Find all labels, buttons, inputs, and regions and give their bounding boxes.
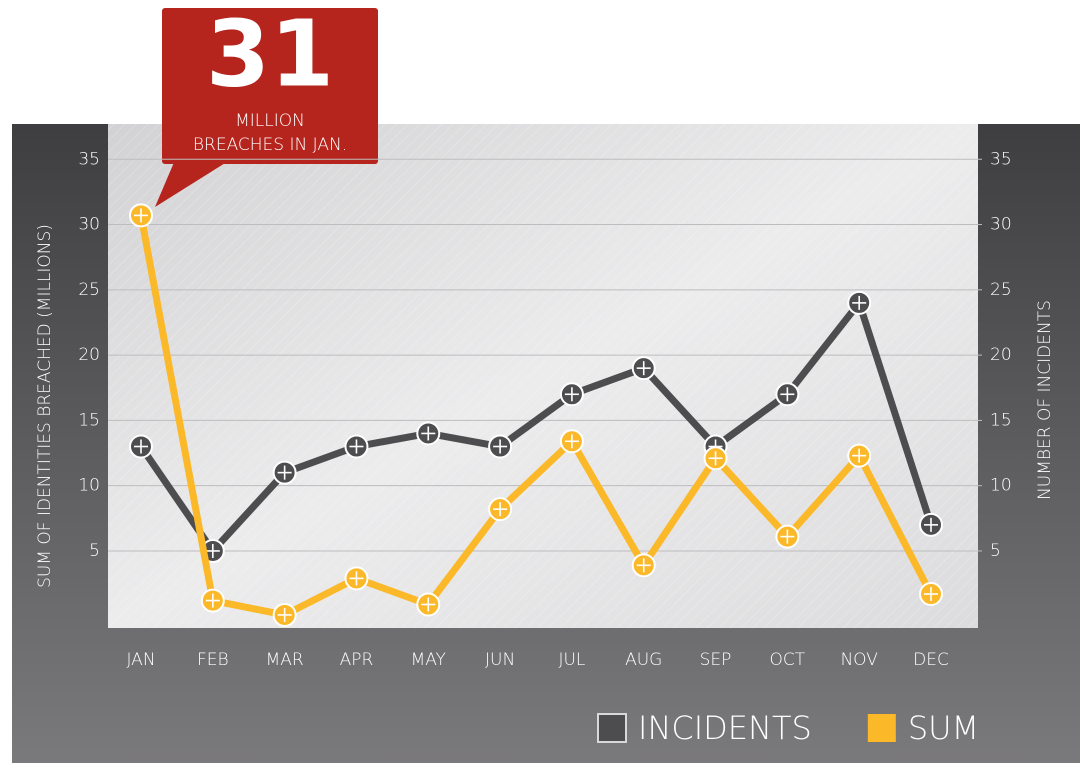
callout-line: MILLION	[235, 111, 305, 131]
y-tick-label: 5	[89, 541, 100, 561]
callout-box	[162, 8, 378, 164]
x-tick-label: AUG	[625, 650, 662, 670]
callout-number: 31	[206, 0, 334, 107]
series-line	[138, 299, 935, 555]
x-tick-label: FEB	[197, 650, 229, 670]
x-tick-label: MAY	[411, 650, 446, 670]
y2-tick-label: 15	[990, 410, 1012, 430]
y-tick-label: 30	[78, 215, 100, 235]
x-tick-label: JUL	[558, 650, 585, 670]
legend-label: INCIDENTS	[638, 709, 812, 747]
plot-hatch	[108, 124, 978, 628]
legend-label: SUM	[908, 709, 979, 747]
series-line	[137, 214, 935, 619]
x-tick-label: JUN	[485, 650, 515, 670]
y-axis-label: SUM OF IDENTITIES BREACHED (MILLIONS)	[35, 224, 55, 588]
y2-tick-label: 20	[990, 345, 1012, 365]
y2-tick-label: 10	[990, 476, 1012, 496]
y-tick-label: 20	[78, 345, 100, 365]
y2-tick-label: 25	[990, 280, 1012, 300]
y2-tick-label: 30	[990, 215, 1012, 235]
x-tick-label: NOV	[840, 650, 878, 670]
callout-pointer	[155, 160, 230, 207]
legend-swatch	[867, 714, 896, 742]
y2-tick-label: 5	[990, 541, 1001, 561]
y-tick-label: 10	[78, 476, 100, 496]
x-tick-label: DEC	[913, 650, 949, 670]
callout: 31 MILLION BREACHES IN JAN.	[155, 0, 378, 207]
y2-tick-label: 35	[990, 149, 1012, 169]
x-tick-label: SEP	[700, 650, 732, 670]
y2-axis-label: NUMBER OF INCIDENTS	[1035, 300, 1055, 500]
x-tick-label: JAN	[126, 650, 155, 670]
y-tick-label: 35	[78, 149, 100, 169]
y-tick-label: 25	[78, 280, 100, 300]
legend-swatch	[597, 713, 627, 743]
x-tick-label: MAR	[266, 650, 304, 670]
callout-line: BREACHES IN JAN.	[193, 135, 347, 155]
x-tick-label: OCT	[770, 650, 806, 670]
x-tick-label: APR	[340, 650, 374, 670]
y-tick-label: 15	[78, 410, 100, 430]
